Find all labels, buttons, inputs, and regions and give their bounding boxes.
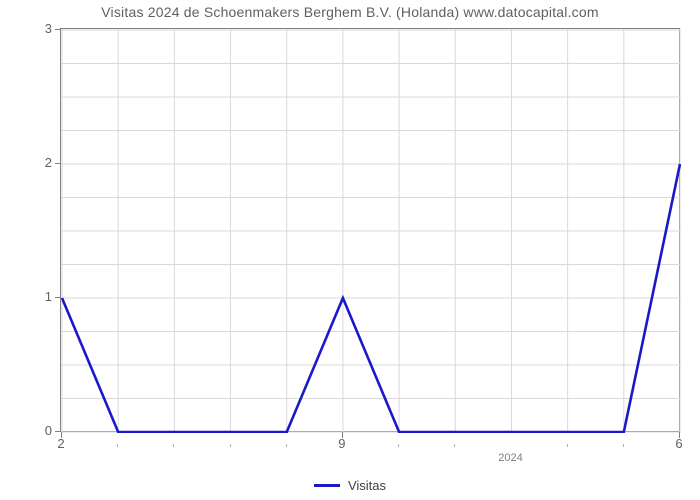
x-minor-tick bbox=[286, 444, 287, 447]
y-tick-mark bbox=[55, 29, 60, 30]
plot-area bbox=[60, 28, 680, 432]
y-tick-label: 2 bbox=[22, 155, 52, 170]
y-tick-label: 1 bbox=[22, 289, 52, 304]
data-line bbox=[61, 29, 681, 433]
x-minor-tick bbox=[623, 444, 624, 447]
x-minor-tick bbox=[454, 444, 455, 447]
x-minor-tick bbox=[398, 444, 399, 447]
legend-item-visitas: Visitas bbox=[314, 478, 386, 493]
x-minor-tick bbox=[567, 444, 568, 447]
y-tick-mark bbox=[55, 431, 60, 432]
x-minor-tick bbox=[117, 444, 118, 447]
y-tick-mark bbox=[55, 163, 60, 164]
y-tick-mark bbox=[55, 297, 60, 298]
x-tick-label: 9 bbox=[338, 436, 345, 451]
x-tick-label: 2 bbox=[57, 436, 64, 451]
x-tick-mark bbox=[61, 432, 62, 438]
legend-swatch bbox=[314, 484, 340, 487]
visits-chart: Visitas 2024 de Schoenmakers Berghem B.V… bbox=[0, 0, 700, 500]
legend: Visitas bbox=[0, 474, 700, 493]
x-sub-label: 2024 bbox=[498, 452, 522, 464]
y-tick-label: 0 bbox=[22, 423, 52, 438]
x-tick-mark bbox=[342, 432, 343, 438]
x-minor-tick bbox=[230, 444, 231, 447]
y-tick-label: 3 bbox=[22, 21, 52, 36]
x-tick-mark bbox=[679, 432, 680, 438]
x-tick-label: 6 bbox=[675, 436, 682, 451]
x-minor-tick bbox=[173, 444, 174, 447]
chart-title: Visitas 2024 de Schoenmakers Berghem B.V… bbox=[0, 4, 700, 20]
legend-label: Visitas bbox=[348, 478, 386, 493]
